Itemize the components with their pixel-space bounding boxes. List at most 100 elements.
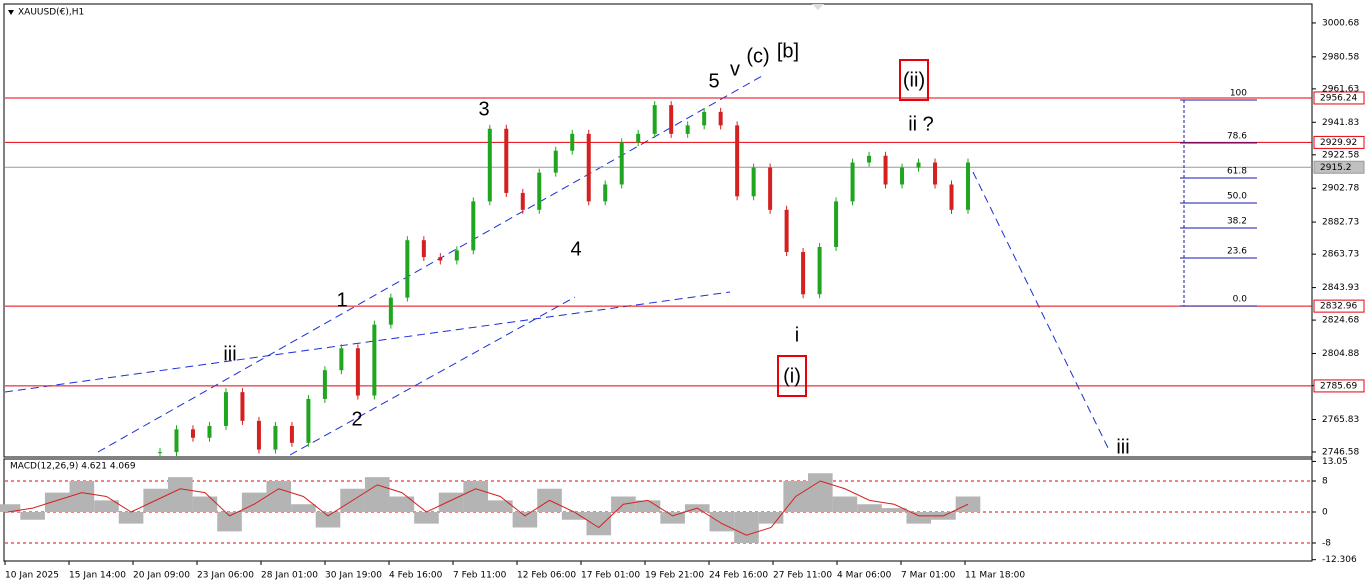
y-tick-label: 2746.58	[1322, 447, 1359, 457]
x-tick-label: 10 Jan 2025	[5, 571, 59, 581]
macd-y-tick-label: 0	[1322, 507, 1328, 517]
candle	[438, 257, 443, 261]
x-tick-label: 27 Feb 11:00	[773, 571, 832, 581]
trend-line	[97, 75, 763, 453]
y-tick-label: 2863.73	[1322, 250, 1359, 260]
trend-lines	[4, 75, 1111, 456]
macd-bar	[857, 504, 882, 512]
candle	[949, 184, 954, 210]
y-tick-label: 2961.63	[1322, 84, 1359, 94]
macd-bar	[241, 492, 267, 512]
candle	[372, 324, 377, 396]
macd-y-tick-label: 13.05	[1322, 457, 1348, 467]
candle	[966, 162, 970, 210]
macd-bar	[438, 492, 464, 512]
macd-bar	[20, 511, 45, 520]
annotation-box	[777, 355, 807, 397]
candle	[867, 155, 872, 163]
candle	[751, 167, 756, 197]
macd-bar	[906, 511, 932, 524]
x-tick-label: 19 Feb 21:00	[645, 571, 704, 581]
level-label: 2915.2	[1320, 163, 1352, 173]
menu-icon[interactable]	[8, 10, 14, 15]
candle	[388, 297, 393, 325]
wave-label: 5	[708, 70, 719, 92]
y-tick-label: 2804.88	[1322, 349, 1359, 359]
wave-label: 2	[351, 408, 362, 430]
wave-label: 1	[336, 289, 347, 311]
price-panel	[3, 3, 1313, 458]
wave-label: i	[795, 324, 799, 346]
macd-bar	[44, 492, 70, 512]
macd-bar	[512, 511, 538, 528]
candle	[801, 252, 806, 295]
macd-bar	[0, 504, 21, 512]
candle	[421, 240, 426, 258]
y-tick-label: 2824.68	[1322, 316, 1359, 326]
candle	[487, 128, 492, 202]
level-label: 2785.69	[1320, 381, 1357, 391]
candle	[636, 133, 641, 143]
macd-bar	[488, 500, 513, 512]
macd-bar	[463, 480, 488, 512]
wave-label: iii	[1116, 436, 1129, 458]
candle	[883, 155, 888, 185]
macd-bar	[266, 480, 292, 512]
x-tick-label: 11 Mar 18:00	[965, 571, 1025, 581]
candle	[289, 425, 294, 443]
candle	[273, 425, 278, 450]
trend-line	[4, 291, 731, 393]
candle	[520, 192, 525, 210]
macd-bar	[291, 504, 316, 512]
x-tick-label: 7 Mar 01:00	[901, 571, 956, 581]
macd-bar	[709, 511, 735, 532]
shift-marker	[812, 4, 824, 10]
candle	[900, 167, 905, 185]
x-tick-label: 17 Feb 01:00	[581, 571, 640, 581]
macd-bar	[69, 480, 95, 512]
macd-title: MACD(12,26,9) 4.621 4.069	[10, 462, 136, 472]
fib-label: 78.6	[1227, 132, 1247, 142]
candle	[718, 111, 723, 126]
macd-bar	[168, 477, 193, 512]
candle	[240, 392, 245, 421]
y-tick-label: 2843.93	[1322, 283, 1359, 293]
x-tick-label: 24 Feb 16:00	[709, 571, 768, 581]
wave-label: (i)	[783, 365, 801, 387]
macd-bar	[414, 511, 439, 524]
macd-bar	[881, 508, 907, 512]
macd-bar	[660, 511, 685, 524]
wave-label: [b]	[777, 40, 799, 62]
candle	[174, 429, 179, 453]
macd-bar	[315, 511, 341, 528]
candle	[735, 125, 740, 197]
candle	[471, 201, 476, 251]
macd-bar	[94, 500, 119, 512]
level-label: 2929.92	[1320, 138, 1357, 148]
macd-bar	[192, 496, 218, 512]
candle	[223, 392, 228, 426]
x-tick-label: 28 Jan 01:00	[261, 571, 318, 581]
macd-signal	[7, 480, 969, 536]
level-tag	[1313, 379, 1365, 393]
macd-bar	[217, 511, 242, 532]
candle	[570, 133, 575, 151]
x-tick-label: 12 Feb 06:00	[517, 571, 576, 581]
level-tag	[1313, 160, 1365, 174]
macd-y-tick-label: -12.306	[1322, 555, 1357, 565]
annotation-box	[899, 59, 929, 101]
macd-y-tick-label: 8	[1322, 476, 1328, 486]
wave-label: ii ?	[908, 113, 934, 135]
macd-bar	[832, 496, 858, 512]
wave-label: iii	[223, 343, 236, 365]
trend-line	[289, 296, 576, 456]
wave-label: v	[730, 58, 740, 80]
wave-label: (c)	[746, 45, 769, 67]
candle	[537, 172, 542, 210]
x-tick-label: 4 Feb 16:00	[389, 571, 443, 581]
macd-bar	[364, 477, 390, 512]
macd-bar	[955, 496, 981, 512]
y-tick-label: 2882.73	[1322, 218, 1359, 228]
x-tick-label: 20 Jan 09:00	[133, 571, 190, 581]
